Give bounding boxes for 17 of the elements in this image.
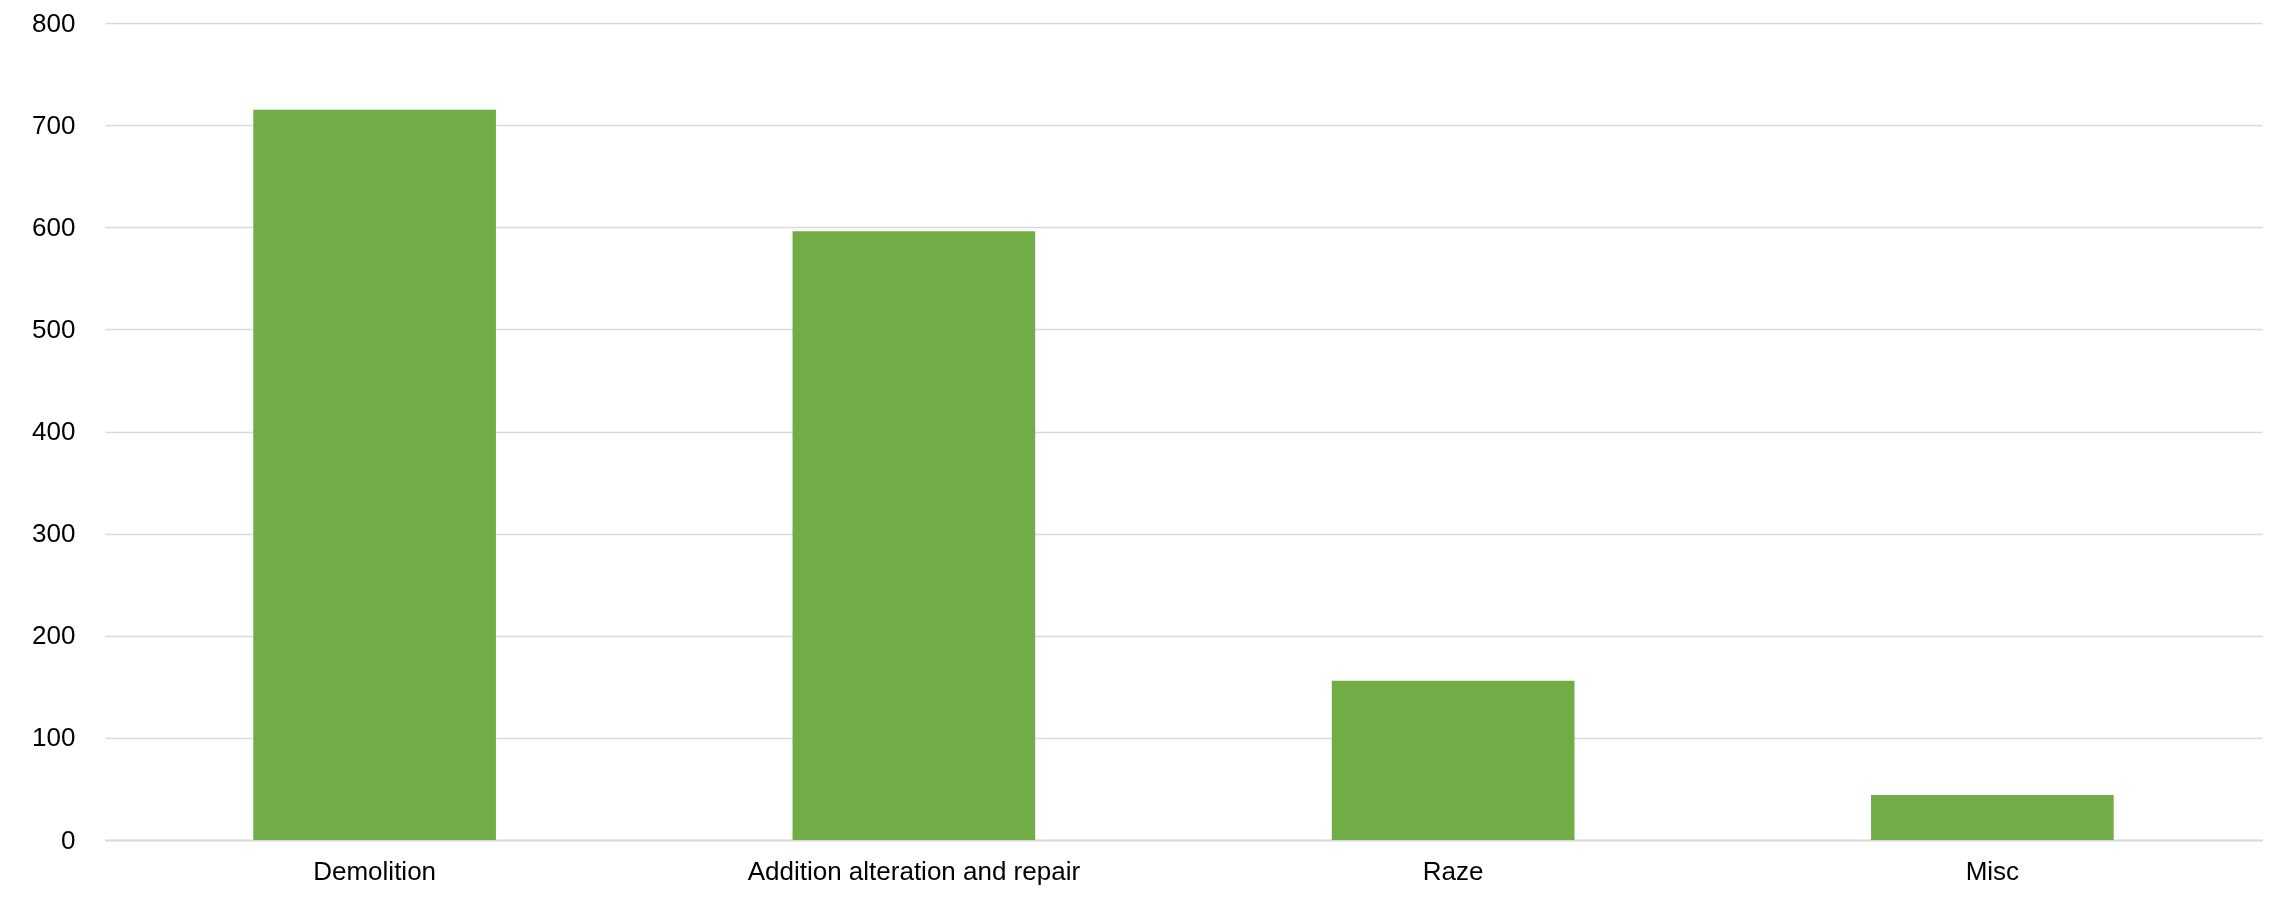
bar <box>792 231 1036 840</box>
y-tick-label: 400 <box>32 416 76 446</box>
y-tick-label: 100 <box>32 722 76 753</box>
y-tick-label: 500 <box>32 313 76 344</box>
y-tick-label: 700 <box>32 109 76 140</box>
x-tick-label: Misc <box>1965 855 2020 886</box>
x-tick-label: Demolition <box>313 855 437 886</box>
bar <box>1871 795 2114 840</box>
y-tick-label: 600 <box>32 211 76 242</box>
y-tick-label: 200 <box>32 620 76 651</box>
x-tick-label: Addition alteration and repair <box>747 855 1081 886</box>
bar <box>1331 680 1575 840</box>
bar <box>253 109 496 840</box>
x-tick-label: Raze <box>1422 855 1484 886</box>
y-tick-label: 800 <box>32 7 76 38</box>
y-tick-label: 300 <box>32 518 76 549</box>
y-tick-label: 0 <box>61 824 76 855</box>
